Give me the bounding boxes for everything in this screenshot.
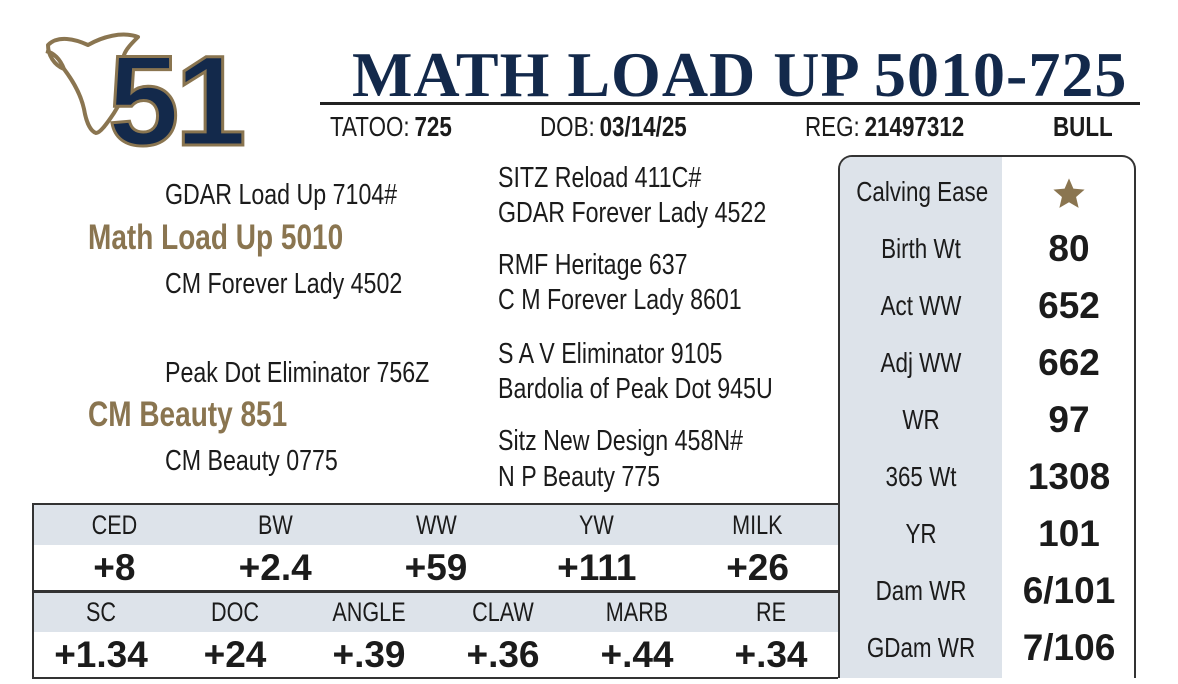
stat-value: 652 (1038, 285, 1100, 326)
stat-label: Calving Ease (856, 176, 989, 207)
epd-value: +.36 (466, 634, 540, 675)
epd-value: +.34 (734, 634, 808, 675)
stat-label: Birth Wt (881, 233, 961, 264)
stat-label: YR (905, 518, 937, 549)
grandparent: RMF Heritage 637 (498, 249, 688, 281)
epd-value: +.44 (600, 634, 674, 675)
stat-label: Act WW (880, 290, 962, 321)
stat-label: 365 Wt (885, 461, 957, 492)
grandparent: C M Forever Lady 8601 (498, 284, 742, 316)
stat-value: 7/106 (1022, 627, 1116, 668)
grandparent: SITZ Reload 411C# (498, 162, 702, 194)
stat-label: Dam WR (875, 575, 967, 606)
sire-sire: GDAR Load Up 7104# (165, 179, 398, 211)
epd-value: +26 (726, 547, 789, 588)
epd-value: +8 (93, 547, 136, 588)
stat-value: 80 (1048, 228, 1090, 269)
epd-header-row: CED BW WW YW MILK (34, 505, 838, 545)
epd-value: +.39 (332, 634, 406, 675)
grandparent: N P Beauty 775 (498, 461, 661, 493)
epd-header: WW (415, 510, 457, 540)
epd-table: CED BW WW YW MILK +8 +2.4 +59 +111 +26 SC DOC ANGLE C… (32, 503, 838, 679)
lot-number: 51 (106, 29, 247, 175)
stat-row: Act WW 652 (840, 277, 1134, 334)
epd-value: +24 (203, 634, 267, 675)
stat-value: 1308 (1027, 456, 1111, 497)
epd-header: DOC (211, 597, 259, 627)
value: 21497312 (864, 111, 965, 142)
tattoo: TATOO: 725 (330, 110, 452, 144)
dam: CM Beauty 851 (88, 395, 288, 434)
stats-shade (840, 157, 1002, 678)
grandparent: GDAR Forever Lady 4522 (498, 197, 767, 229)
star-icon (1053, 178, 1085, 209)
epd-value-row: +1.34 +24 +.39 +.36 +.44 +.34 (34, 632, 838, 677)
dob: DOB: 03/14/25 (540, 110, 687, 144)
cow-outline (45, 32, 140, 135)
epd-header: YW (579, 510, 615, 540)
grandparent: Bardolia of Peak Dot 945U (498, 373, 773, 405)
stat-row: Adj WW 662 (840, 334, 1134, 391)
epd-value: +111 (557, 547, 637, 588)
cow-icon (45, 32, 140, 135)
dam-dam: CM Beauty 0775 (165, 445, 338, 477)
epd-header: CLAW (472, 597, 534, 627)
sex: BULL (1053, 111, 1113, 142)
epd-header: SC (85, 597, 116, 627)
calving-ease-star (1002, 163, 1134, 220)
label: REG: (805, 111, 860, 142)
stat-value: 101 (1038, 513, 1100, 554)
epd-separator (34, 590, 838, 593)
stat-row: Dam WR 6/101 (840, 562, 1134, 619)
epd-header: RE (755, 597, 786, 627)
reg: REG: 21497312 (805, 110, 964, 144)
dam-sire: Peak Dot Eliminator 756Z (165, 357, 430, 389)
epd-header-row: SC DOC ANGLE CLAW MARB RE (34, 592, 838, 632)
epd-header: MILK (732, 510, 783, 540)
sire: Math Load Up 5010 (88, 218, 344, 257)
grandparent: Sitz New Design 458N# (498, 425, 744, 457)
stat-value: 97 (1048, 399, 1090, 440)
epd-header: MARB (605, 597, 669, 627)
stat-row: Calving Ease (840, 163, 1134, 220)
title-rule (320, 102, 1140, 105)
grandparent: S A V Eliminator 9105 (498, 338, 723, 370)
stat-label: GDam WR (866, 632, 976, 663)
epd-header: ANGLE (332, 597, 406, 627)
stat-value: 662 (1038, 342, 1100, 383)
stat-row: GDam WR 7/106 (840, 619, 1134, 676)
stats-box: Calving Ease Birth Wt 80 Act WW 652 Adj WW 662… (838, 155, 1136, 678)
epd-value: +2.4 (238, 547, 312, 588)
stat-row: YR 101 (840, 505, 1134, 562)
stat-label: WR (902, 404, 940, 435)
sire-dam: CM Forever Lady 4502 (165, 268, 403, 300)
stat-row: WR 97 (840, 391, 1134, 448)
value: 725 (414, 111, 452, 142)
title: MATH LOAD UP 5010-725 (352, 39, 1128, 110)
stat-row: Birth Wt 80 (840, 220, 1134, 277)
stat-label: Adj WW (880, 347, 962, 378)
epd-value: +59 (404, 547, 468, 588)
stat-value: 6/101 (1022, 570, 1116, 611)
value: 03/14/25 (599, 111, 687, 142)
epd-header: BW (257, 510, 293, 540)
label: DOB: (540, 111, 595, 142)
epd-value: +1.34 (54, 634, 148, 675)
stat-row: 365 Wt 1308 (840, 448, 1134, 505)
label: TATOO: (330, 111, 410, 142)
epd-value-row: +8 +2.4 +59 +111 +26 (34, 545, 838, 590)
epd-header: CED (91, 510, 138, 540)
